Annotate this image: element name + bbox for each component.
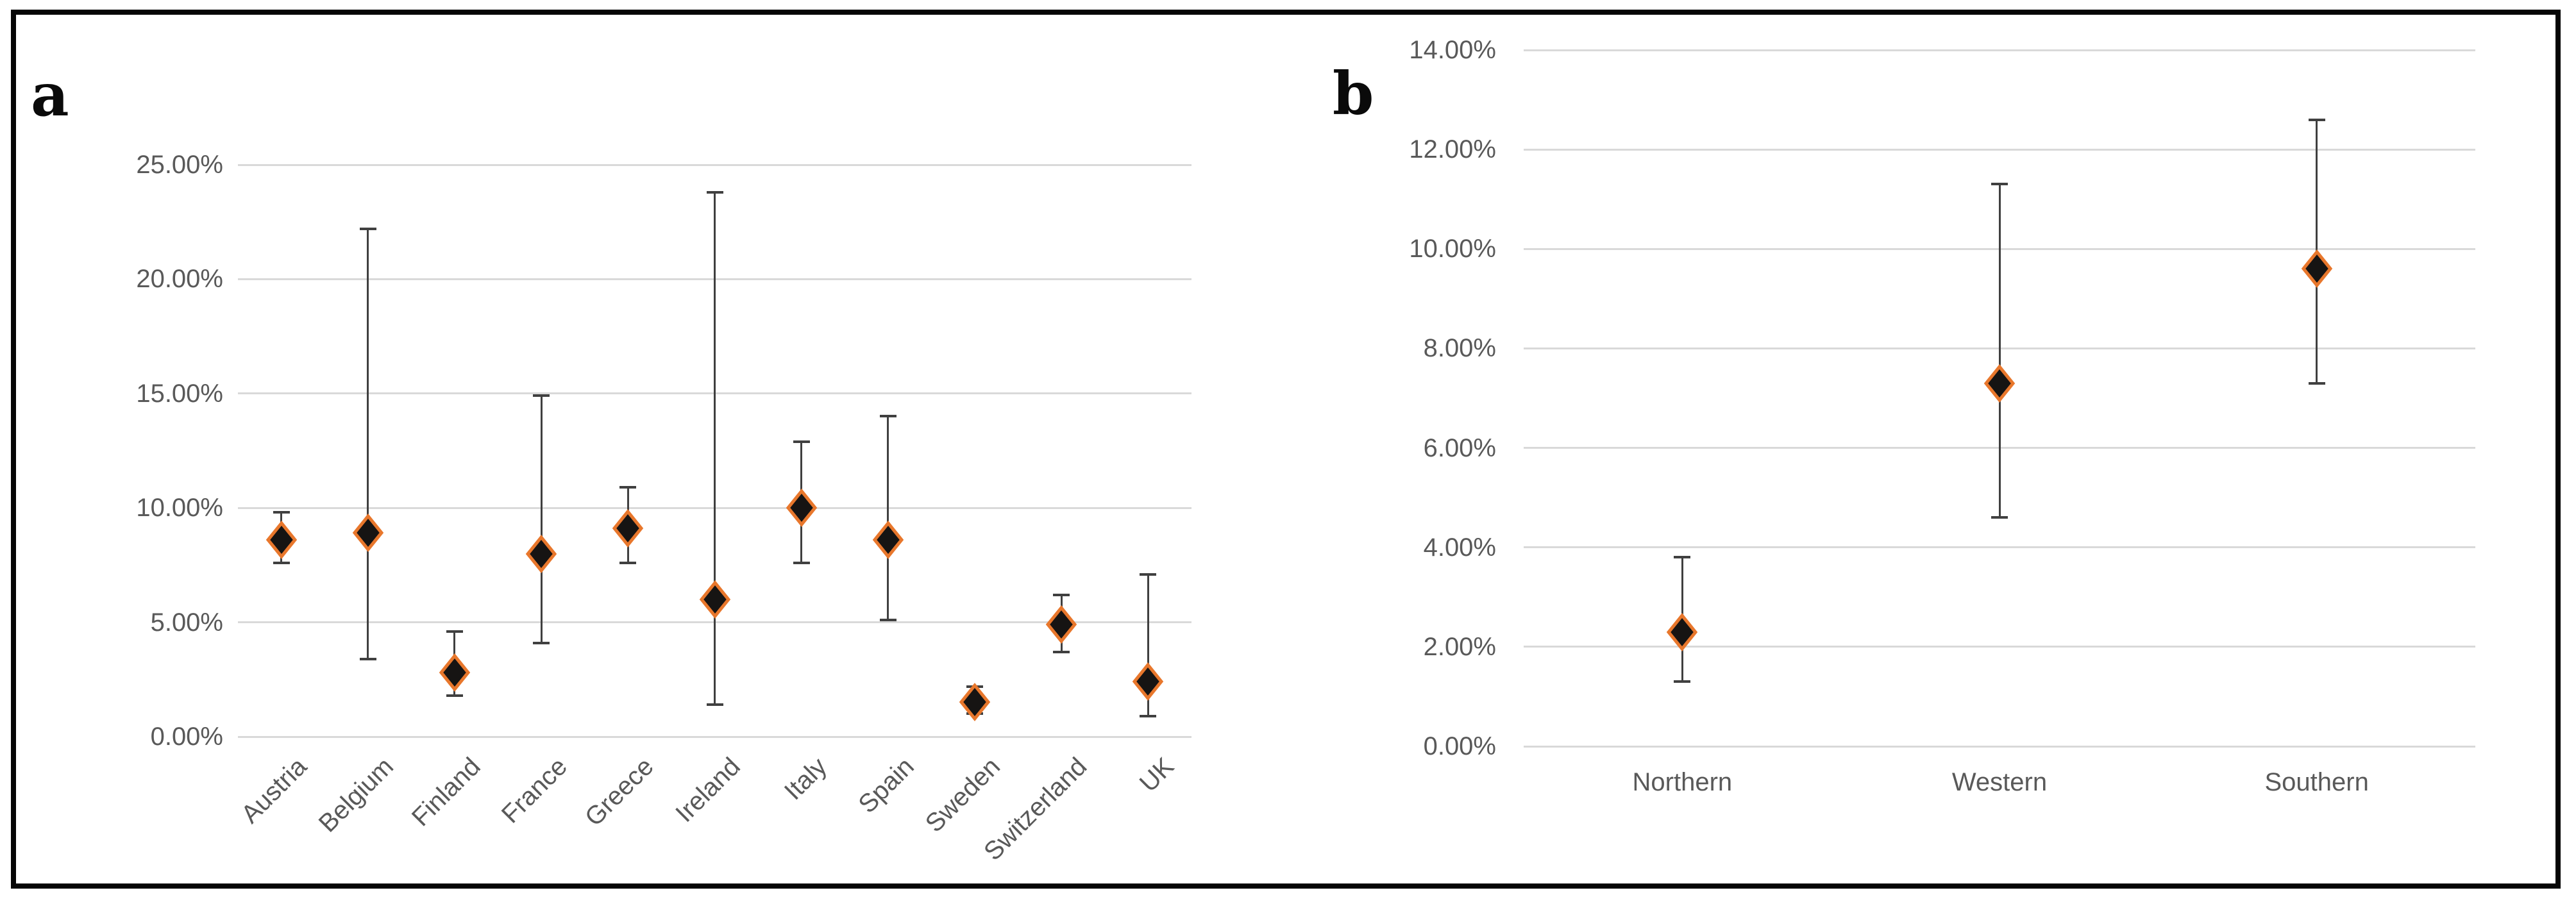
diamond-marker <box>959 683 991 722</box>
y-tick-label: 14.00% <box>1409 36 1496 64</box>
error-bar-cap-bottom <box>446 694 463 697</box>
gridline <box>1524 745 2475 748</box>
error-bar-cap-top <box>359 227 376 230</box>
error-bar-cap-top <box>273 511 290 514</box>
y-tick-label: 4.00% <box>1423 533 1496 562</box>
diamond-marker <box>786 489 817 528</box>
error-bar <box>1147 574 1149 716</box>
error-bar-cap-top <box>879 415 897 418</box>
y-tick-label: 6.00% <box>1423 433 1496 462</box>
diamond-marker <box>439 653 471 692</box>
diamond-marker <box>1983 364 2016 403</box>
error-bar-cap-top <box>1053 593 1070 596</box>
x-category-label: Northern <box>1632 768 1733 796</box>
gridline <box>1524 148 2475 151</box>
error-bar-cap-bottom <box>879 619 897 622</box>
gridline <box>1524 546 2475 549</box>
error-bar-cap-top <box>1140 573 1157 576</box>
error-bar-cap-bottom <box>619 561 637 564</box>
figure-border <box>11 10 2561 889</box>
diamond-marker <box>352 514 383 553</box>
gridline <box>238 163 1191 166</box>
panel-a-label: a <box>31 60 69 130</box>
diamond-marker <box>699 580 730 619</box>
gridline <box>238 735 1191 738</box>
diamond-marker <box>525 534 557 573</box>
error-bar-cap-top <box>706 190 723 194</box>
error-bar-cap-bottom <box>359 657 376 660</box>
error-bar-cap-bottom <box>1674 680 1691 683</box>
error-bar-cap-top <box>2308 118 2325 121</box>
error-bar-cap-bottom <box>273 561 290 564</box>
diamond-marker <box>1046 605 1077 644</box>
error-bar <box>367 228 369 659</box>
y-tick-label: 0.00% <box>150 723 223 751</box>
error-bar-cap-bottom <box>1140 714 1157 717</box>
error-bar-cap-bottom <box>1991 516 2008 519</box>
y-tick-label: 15.00% <box>136 379 223 408</box>
y-tick-label: 10.00% <box>1409 235 1496 264</box>
y-tick-label: 5.00% <box>150 608 223 637</box>
x-category-label: Western <box>1951 768 2048 796</box>
error-bar-cap-top <box>446 630 463 633</box>
diamond-marker <box>1667 612 1698 651</box>
error-bar-cap-top <box>793 440 810 443</box>
panel-b-label: b <box>1333 59 1374 128</box>
error-bar-cap-bottom <box>1053 650 1070 653</box>
error-bar <box>887 416 889 621</box>
error-bar-cap-top <box>1674 556 1691 559</box>
y-tick-label: 20.00% <box>136 265 223 294</box>
y-tick-label: 2.00% <box>1423 632 1496 661</box>
error-bar-cap-bottom <box>706 703 723 707</box>
x-category-label: Southern <box>2264 768 2369 796</box>
diamond-marker <box>2301 249 2332 289</box>
error-bar <box>1998 184 2001 518</box>
gridline <box>1524 646 2475 648</box>
y-tick-label: 12.00% <box>1409 135 1496 164</box>
error-bar-cap-bottom <box>533 641 550 644</box>
y-tick-label: 0.00% <box>1423 732 1496 760</box>
gridline <box>1524 49 2475 51</box>
error-bar-cap-top <box>1991 183 2008 186</box>
diamond-marker <box>265 521 297 560</box>
error-bar-cap-top <box>533 394 550 398</box>
diamond-marker <box>872 521 904 560</box>
error-bar-cap-top <box>619 486 637 489</box>
y-tick-label: 8.00% <box>1423 334 1496 363</box>
error-bar-cap-bottom <box>2308 381 2325 385</box>
y-tick-label: 25.00% <box>136 151 223 179</box>
error-bar <box>714 192 716 705</box>
y-tick-label: 10.00% <box>136 494 223 523</box>
error-bar-cap-bottom <box>793 561 810 564</box>
diamond-marker <box>1132 662 1164 701</box>
error-bar <box>540 396 543 643</box>
diamond-marker <box>612 509 644 548</box>
